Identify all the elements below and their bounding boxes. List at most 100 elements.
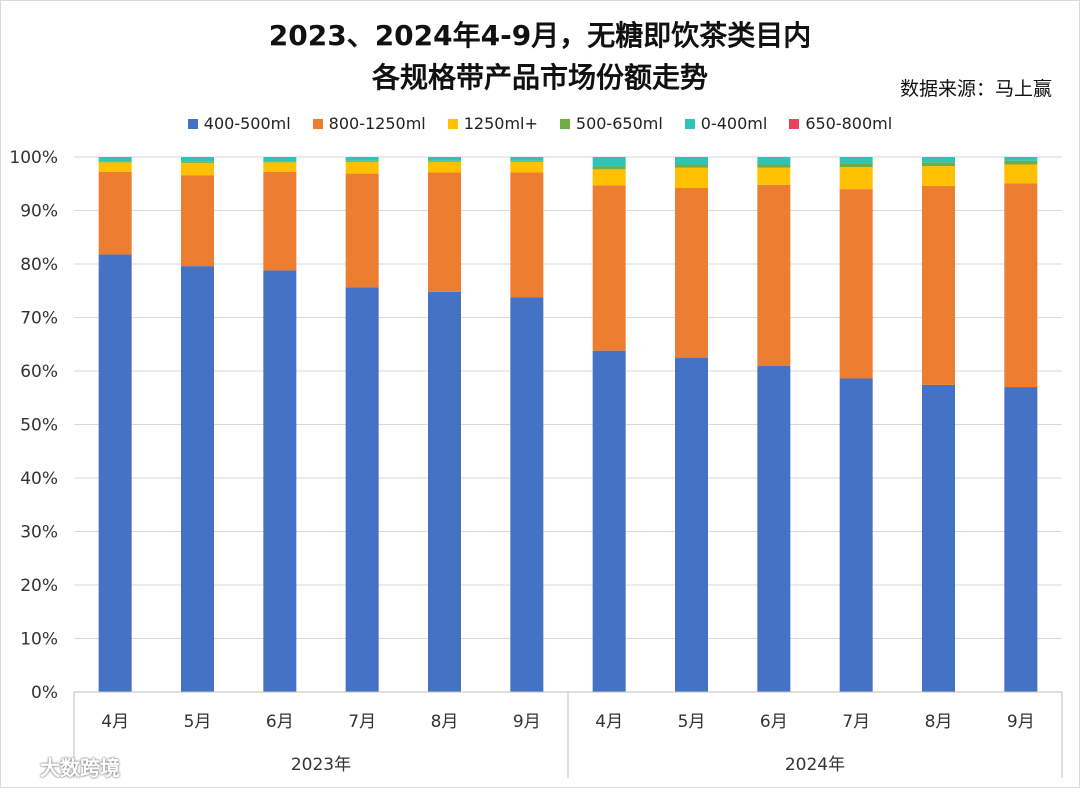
bar-segment <box>592 166 626 170</box>
legend-label: 0-400ml <box>700 114 768 133</box>
bar-segment <box>1004 387 1038 692</box>
bar-segment <box>98 161 132 163</box>
x-tick-label: 4月 <box>595 712 623 732</box>
legend-label: 650-800ml <box>805 114 893 133</box>
bar-segment <box>757 164 791 168</box>
bar-segment <box>922 384 955 692</box>
bar-segment <box>428 161 461 173</box>
y-tick-label: 80% <box>20 255 58 275</box>
legend-item: 400-500ml <box>187 114 291 133</box>
watermark-logo-icon <box>8 758 33 775</box>
x-tick-label: 6月 <box>760 712 788 732</box>
data-source-note: 数据来源：马上赢 <box>899 78 1052 100</box>
chart-legend: 400-500ml 800-1250ml 1250ml+ 500-650ml 0-400… <box>0 114 1080 133</box>
bar-segment <box>181 175 214 267</box>
bar-segment <box>510 297 544 692</box>
y-tick-label: 90% <box>20 202 58 222</box>
bar-segment <box>98 254 132 692</box>
y-tick-label: 100% <box>9 148 58 168</box>
bar-segment <box>839 378 873 692</box>
y-tick-label: 60% <box>20 362 58 382</box>
bar-segment <box>98 171 132 255</box>
bar-segment <box>922 185 955 385</box>
bar-segment <box>1004 160 1038 165</box>
legend-swatch <box>684 118 695 129</box>
bar-segment <box>263 161 297 163</box>
bar-segment <box>757 157 791 165</box>
bar-segment <box>675 164 708 168</box>
legend-item: 1250ml+ <box>447 114 538 133</box>
y-tick-label: 50% <box>20 416 58 436</box>
bar-segment <box>757 184 791 366</box>
bar-segment <box>345 287 379 692</box>
bar-segment <box>922 157 955 163</box>
bar-segment <box>345 157 379 161</box>
bar-segment <box>510 160 544 162</box>
bar-segment <box>263 270 297 692</box>
watermark-text: 大数跨境 <box>40 756 120 780</box>
legend-swatch <box>447 118 458 129</box>
legend-label: 1250ml+ <box>463 114 538 133</box>
bar-segment <box>263 157 297 162</box>
legend-swatch <box>789 118 800 129</box>
bar-segment <box>675 167 708 189</box>
chart-title-line2: 各规格带产品市场份额走势 <box>371 61 708 94</box>
bar-segment <box>181 266 214 692</box>
bar-segment <box>839 167 873 190</box>
legend-label: 400-500ml <box>203 114 291 133</box>
x-tick-label: 5月 <box>184 712 212 732</box>
y-tick-label: 10% <box>20 630 58 650</box>
legend-swatch <box>559 118 570 129</box>
bar-segment <box>1004 164 1038 184</box>
legend-swatch <box>187 118 198 129</box>
legend-swatch <box>312 118 323 129</box>
bar-segment <box>510 161 544 173</box>
bar-segment <box>839 157 873 164</box>
bar-segment <box>922 166 955 186</box>
bar-segment <box>428 160 461 162</box>
legend-item: 800-1250ml <box>312 114 426 133</box>
bar-segment <box>839 189 873 379</box>
bar-segment <box>428 172 461 292</box>
x-tick-label: 4月 <box>101 712 129 732</box>
bar-segment <box>675 188 708 358</box>
x-tick-label: 7月 <box>842 712 870 732</box>
bar-segment <box>675 357 708 692</box>
bar-segment <box>428 291 461 692</box>
bar-segment <box>922 162 955 167</box>
legend-item: 0-400ml <box>684 114 768 133</box>
bar-segment <box>345 160 379 162</box>
bar-segment <box>510 157 544 161</box>
bar-segment <box>675 157 708 165</box>
x-tick-label: 9月 <box>1007 712 1035 732</box>
legend-item: 500-650ml <box>559 114 663 133</box>
bar-segment <box>181 161 214 163</box>
x-tick-label: 8月 <box>431 712 459 732</box>
x-tick-label: 8月 <box>925 712 953 732</box>
y-tick-label: 40% <box>20 469 58 489</box>
y-tick-label: 20% <box>20 576 58 596</box>
legend-label: 800-1250ml <box>328 114 426 133</box>
bar-segment <box>1004 157 1038 161</box>
bar-segment <box>98 157 132 162</box>
bar-segment <box>510 172 544 298</box>
watermark: 大数跨境 <box>8 752 120 781</box>
bar-segment <box>263 162 297 172</box>
bar-segment <box>757 365 791 692</box>
bar-segment <box>1004 183 1038 388</box>
bar-segment <box>98 162 132 172</box>
bar-segment <box>757 167 791 185</box>
bar-segment <box>592 157 626 167</box>
group-label: 2023年 <box>291 755 351 775</box>
x-tick-label: 7月 <box>348 712 376 732</box>
bar-segment <box>592 185 626 351</box>
y-tick-label: 70% <box>20 309 58 329</box>
y-tick-label: 0% <box>31 683 58 703</box>
bar-segment <box>592 350 626 692</box>
legend-item: 650-800ml <box>789 114 892 133</box>
x-tick-label: 9月 <box>513 712 541 732</box>
bar-segment <box>428 157 461 161</box>
bar-segment <box>345 161 379 174</box>
legend-label: 500-650ml <box>575 114 663 133</box>
